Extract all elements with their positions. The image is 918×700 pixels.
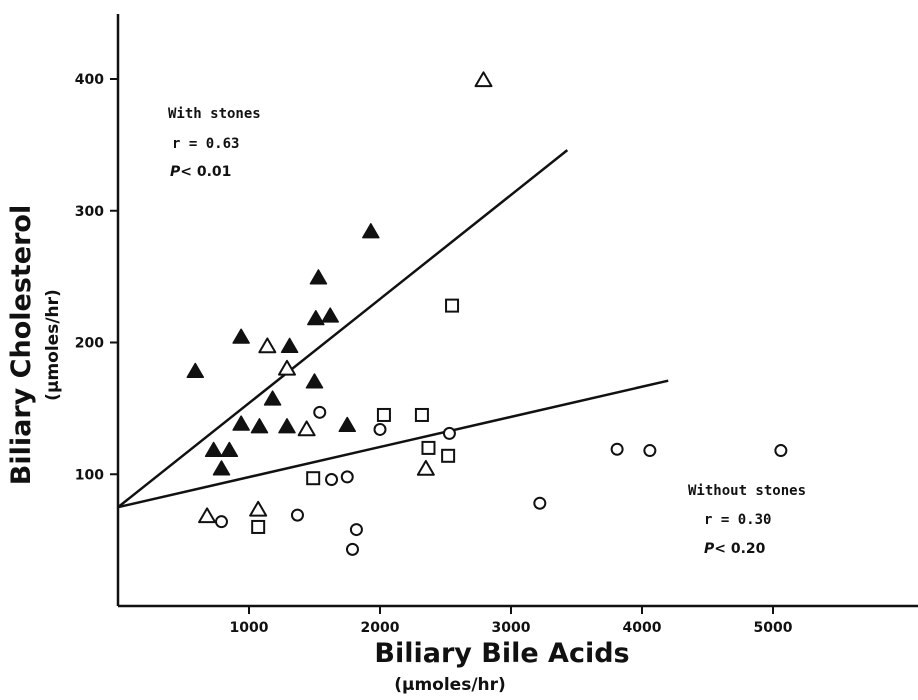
data-point-filled-triangle — [362, 223, 380, 239]
data-markers — [186, 71, 788, 556]
x-tick-label: 2000 — [361, 620, 400, 636]
data-point-filled-triangle — [307, 310, 325, 326]
data-point-open-circle — [340, 470, 354, 484]
data-point-open-square — [306, 471, 321, 486]
without-stones-r: r = 0.30 — [704, 512, 771, 528]
data-point-open-triangle — [474, 71, 493, 88]
x-tick-label: 1000 — [230, 620, 269, 636]
without-stones-p-value: < 0.20 — [714, 541, 765, 557]
data-point-open-square — [251, 519, 266, 534]
data-point-open-square — [445, 298, 460, 313]
data-point-open-circle — [610, 442, 624, 456]
y-tick-label: 400 — [75, 72, 104, 88]
x-tick-label: 5000 — [754, 620, 793, 636]
data-point-open-circle — [345, 542, 359, 556]
with-stones-p-value: < 0.01 — [180, 164, 231, 180]
data-point-open-square — [441, 448, 456, 463]
data-point-open-circle — [643, 444, 657, 458]
data-point-open-circle — [290, 508, 304, 522]
y-tick-label: 200 — [75, 336, 104, 352]
without-stones-p-symbol: P — [704, 541, 715, 557]
data-point-filled-triangle — [212, 460, 231, 476]
data-point-filled-triangle — [232, 415, 250, 431]
data-point-open-triangle — [198, 507, 217, 524]
regression-line-without-stones — [117, 379, 669, 509]
with-stones-r: r = 0.63 — [172, 136, 239, 152]
ticks: 1000 2000 3000 4000 5000 100 200 300 400 — [75, 72, 793, 636]
data-point-open-circle — [214, 515, 228, 529]
regression-line-with-stones — [117, 149, 569, 509]
data-point-open-circle — [774, 444, 788, 458]
data-point-open-circle — [373, 422, 387, 436]
with-stones-p: P< 0.01 — [170, 164, 231, 180]
data-point-open-circle — [313, 405, 327, 419]
data-point-open-square — [376, 407, 391, 422]
data-point-open-circle — [533, 496, 547, 510]
with-stones-p-symbol: P — [170, 164, 181, 180]
y-tick-label: 100 — [75, 467, 104, 483]
data-point-filled-triangle — [321, 307, 339, 323]
data-point-open-square — [421, 440, 436, 455]
data-point-filled-triangle — [204, 441, 223, 458]
data-point-filled-triangle — [250, 418, 269, 434]
y-axis-title: Biliary Cholesterol — [6, 205, 37, 485]
data-point-open-circle — [442, 426, 456, 440]
data-point-filled-triangle — [263, 390, 282, 406]
data-point-open-triangle — [277, 359, 296, 376]
data-point-filled-triangle — [280, 337, 299, 353]
x-tick-label: 4000 — [623, 620, 662, 636]
data-point-filled-triangle — [186, 362, 205, 378]
regression-lines — [117, 149, 669, 509]
data-point-open-circle — [325, 473, 339, 487]
axes — [116, 14, 918, 608]
data-point-filled-triangle — [309, 269, 328, 285]
x-tick-label: 3000 — [492, 620, 531, 636]
without-stones-p: P< 0.20 — [704, 541, 766, 557]
x-axis-unit: (µmoles/hr) — [394, 675, 506, 695]
data-point-open-square — [414, 407, 429, 422]
data-point-open-triangle — [249, 500, 268, 517]
data-point-filled-triangle — [232, 328, 250, 344]
y-tick-label: 300 — [75, 204, 104, 220]
data-point-filled-triangle — [278, 418, 296, 434]
with-stones-title: With stones — [168, 106, 261, 122]
without-stones-title: Without stones — [688, 483, 806, 499]
data-point-open-triangle — [416, 459, 435, 476]
data-point-filled-triangle — [220, 441, 239, 458]
x-axis-title: Biliary Bile Acids — [374, 638, 629, 669]
data-point-open-triangle — [258, 337, 277, 354]
data-point-filled-triangle — [305, 373, 324, 389]
y-axis-unit: (µmoles/hr) — [43, 289, 63, 401]
data-point-open-triangle — [297, 420, 316, 437]
data-point-open-circle — [349, 523, 363, 537]
data-point-filled-triangle — [338, 416, 356, 433]
